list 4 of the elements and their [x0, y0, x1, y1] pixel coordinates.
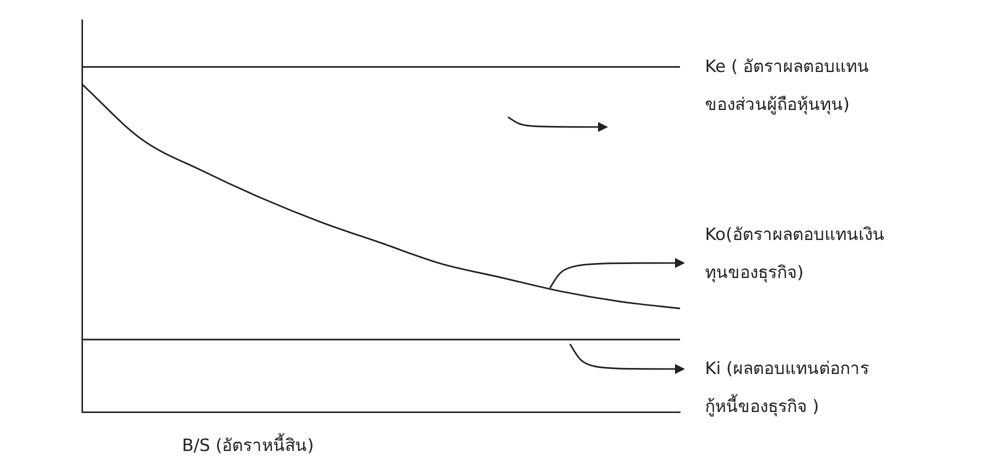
- legend-label: Ki (ผลตอบแทนต่อการ กู้หนี้ของธุรกิจ ): [705, 358, 869, 419]
- x-axis-title: B/S (อัตราหนี้สิน): [182, 434, 314, 458]
- series-label: Ke ( อัตราผลตอบแทน ของส่วนผู้ถือหุ้นทุน): [705, 56, 870, 117]
- legend-label: Ko(อัตราผลตอบแทนเงิน ทุนของธุรกิจ): [705, 224, 884, 286]
